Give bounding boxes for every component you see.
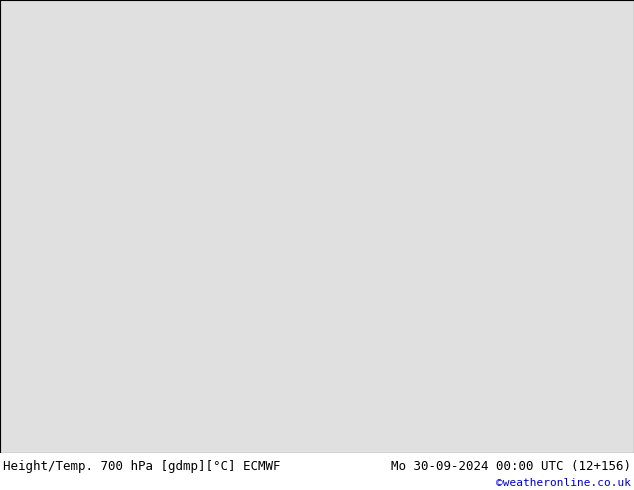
Text: ©weatheronline.co.uk: ©weatheronline.co.uk xyxy=(496,478,631,488)
Text: Height/Temp. 700 hPa [gdmp][°C] ECMWF: Height/Temp. 700 hPa [gdmp][°C] ECMWF xyxy=(3,460,281,473)
Text: Mo 30-09-2024 00:00 UTC (12+156): Mo 30-09-2024 00:00 UTC (12+156) xyxy=(391,460,631,473)
